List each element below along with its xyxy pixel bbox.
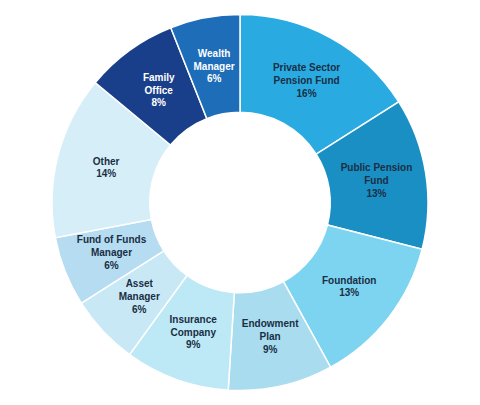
- slice-label: Foundation: [322, 274, 376, 285]
- value-label: 13%: [366, 188, 386, 199]
- slice-label-line: Insurance: [170, 313, 218, 324]
- slice-label-line: Company: [170, 326, 216, 337]
- donut-slice: [171, 15, 240, 119]
- slice-label-line: Pension Fund: [274, 75, 340, 86]
- slice-label-line: Manager: [194, 60, 235, 71]
- slice-label-line: Office: [145, 84, 174, 95]
- value-label: 6%: [207, 73, 222, 84]
- slice-label: Other: [93, 155, 120, 166]
- chart-container: Private Sector Pension Fund 16% Public Pens…: [0, 0, 480, 405]
- value-label: 9%: [186, 339, 201, 350]
- slice-label-line: Manager: [119, 291, 160, 302]
- value-label: 6%: [132, 304, 147, 315]
- slice-label: Asset Manager: [119, 278, 160, 302]
- slice-label-line: Family: [143, 71, 175, 82]
- slice-label-line: Fund: [364, 175, 388, 186]
- labels: Private Sector Pension Fund 16% Public Pens…: [77, 47, 413, 355]
- value-label: 13%: [339, 287, 359, 298]
- slice-label: Fund of Funds Manager: [77, 234, 147, 258]
- value-label: 16%: [297, 88, 317, 99]
- slice-label-line: Foundation: [322, 274, 376, 285]
- slice-label-line: Private Sector: [273, 62, 340, 73]
- slice-label-line: Manager: [91, 247, 132, 258]
- donut-slice: [228, 282, 330, 391]
- value-label: 14%: [96, 168, 116, 179]
- slice-label-line: Endowment: [242, 318, 299, 329]
- value-label: 8%: [152, 97, 167, 108]
- donut-chart: Private Sector Pension Fund 16% Public Pens…: [0, 0, 480, 405]
- slice-label: Public Pension Fund: [341, 162, 413, 186]
- slice-label-line: Other: [93, 155, 120, 166]
- slice-label-line: Plan: [260, 331, 281, 342]
- slice-label: Endowment Plan: [242, 318, 299, 342]
- donut-slice: [52, 83, 170, 238]
- slices: [52, 15, 428, 391]
- slice-label: Family Office: [143, 71, 175, 95]
- slice-label-line: Wealth: [198, 47, 231, 58]
- slice-label-line: Public Pension: [341, 162, 413, 173]
- slice-label-line: Fund of Funds: [77, 234, 147, 245]
- value-label: 6%: [104, 260, 119, 271]
- slice-label: Wealth Manager: [194, 47, 235, 71]
- slice-label: Private Sector Pension Fund: [273, 62, 340, 86]
- slice-label-line: Asset: [126, 278, 154, 289]
- slice-label: Insurance Company: [170, 313, 218, 337]
- value-label: 9%: [263, 344, 278, 355]
